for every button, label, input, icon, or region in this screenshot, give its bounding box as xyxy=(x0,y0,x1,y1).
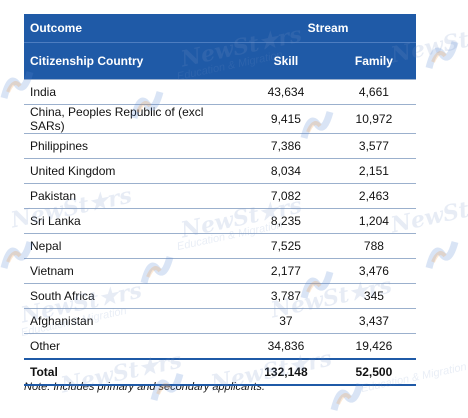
country-cell: Afghanistan xyxy=(24,308,241,334)
table-row: Philippines 7,386 3,577 xyxy=(24,133,416,159)
country-cell: South Africa xyxy=(24,283,241,309)
visa-stream-table: Outcome Stream Citizenship Country Skill… xyxy=(24,14,416,386)
family-cell: 788 xyxy=(331,233,416,259)
header-row-outcome: Outcome Stream xyxy=(24,14,416,43)
table-row: South Africa 3,787 345 xyxy=(24,283,416,309)
total-row: Total 132,148 52,500 xyxy=(24,358,416,386)
skill-cell: 3,787 xyxy=(240,283,332,309)
country-cell: Pakistan xyxy=(24,183,241,209)
skill-cell: 7,386 xyxy=(240,133,332,159)
skill-cell: 8,235 xyxy=(240,208,332,234)
header-row-columns: Citizenship Country Skill Family xyxy=(24,42,416,80)
table-row: China, Peoples Republic of (excl SARs) 9,… xyxy=(24,104,416,134)
table-row: India 43,634 4,661 xyxy=(24,79,416,105)
skill-cell: 37 xyxy=(240,308,332,334)
country-cell: China, Peoples Republic of (excl SARs) xyxy=(24,104,241,134)
country-cell: India xyxy=(24,79,241,105)
family-cell: 3,437 xyxy=(331,308,416,334)
family-cell: 3,577 xyxy=(331,133,416,159)
country-cell: United Kingdom xyxy=(24,158,241,184)
table-row: Afghanistan 37 3,437 xyxy=(24,308,416,334)
country-column-header: Citizenship Country xyxy=(24,42,241,80)
outcome-header: Outcome xyxy=(24,14,241,43)
total-skill: 132,148 xyxy=(240,358,332,386)
country-cell: Philippines xyxy=(24,133,241,159)
table-row: Sri Lanka 8,235 1,204 xyxy=(24,208,416,234)
family-cell: 4,661 xyxy=(331,79,416,105)
table-row: Vietnam 2,177 3,476 xyxy=(24,258,416,284)
skill-cell: 8,034 xyxy=(240,158,332,184)
table-row: United Kingdom 8,034 2,151 xyxy=(24,158,416,184)
skill-cell: 43,634 xyxy=(240,79,332,105)
skill-cell: 2,177 xyxy=(240,258,332,284)
skill-cell: 9,415 xyxy=(240,104,332,134)
table-row: Pakistan 7,082 2,463 xyxy=(24,183,416,209)
country-cell: Other xyxy=(24,333,241,359)
newstars-logo-icon xyxy=(425,41,459,69)
family-cell: 10,972 xyxy=(331,104,416,134)
skill-column-header: Skill xyxy=(240,42,332,80)
family-column-header: Family xyxy=(331,42,416,80)
skill-cell: 7,525 xyxy=(240,233,332,259)
family-cell: 2,151 xyxy=(331,158,416,184)
newstars-logo-icon xyxy=(330,383,364,411)
total-label: Total xyxy=(24,358,241,386)
family-cell: 345 xyxy=(331,283,416,309)
family-cell: 19,426 xyxy=(331,333,416,359)
family-cell: 1,204 xyxy=(331,208,416,234)
country-cell: Nepal xyxy=(24,233,241,259)
total-family: 52,500 xyxy=(331,358,416,386)
country-cell: Vietnam xyxy=(24,258,241,284)
family-cell: 3,476 xyxy=(331,258,416,284)
skill-cell: 34,836 xyxy=(240,333,332,359)
table-row: Other 34,836 19,426 xyxy=(24,333,416,359)
family-cell: 2,463 xyxy=(331,183,416,209)
skill-cell: 7,082 xyxy=(240,183,332,209)
country-cell: Sri Lanka xyxy=(24,208,241,234)
stream-header: Stream xyxy=(240,14,416,43)
table-row: Nepal 7,525 788 xyxy=(24,233,416,259)
newstars-logo-icon xyxy=(425,241,459,269)
table-body: India 43,634 4,661 China, Peoples Republic … xyxy=(24,79,416,359)
